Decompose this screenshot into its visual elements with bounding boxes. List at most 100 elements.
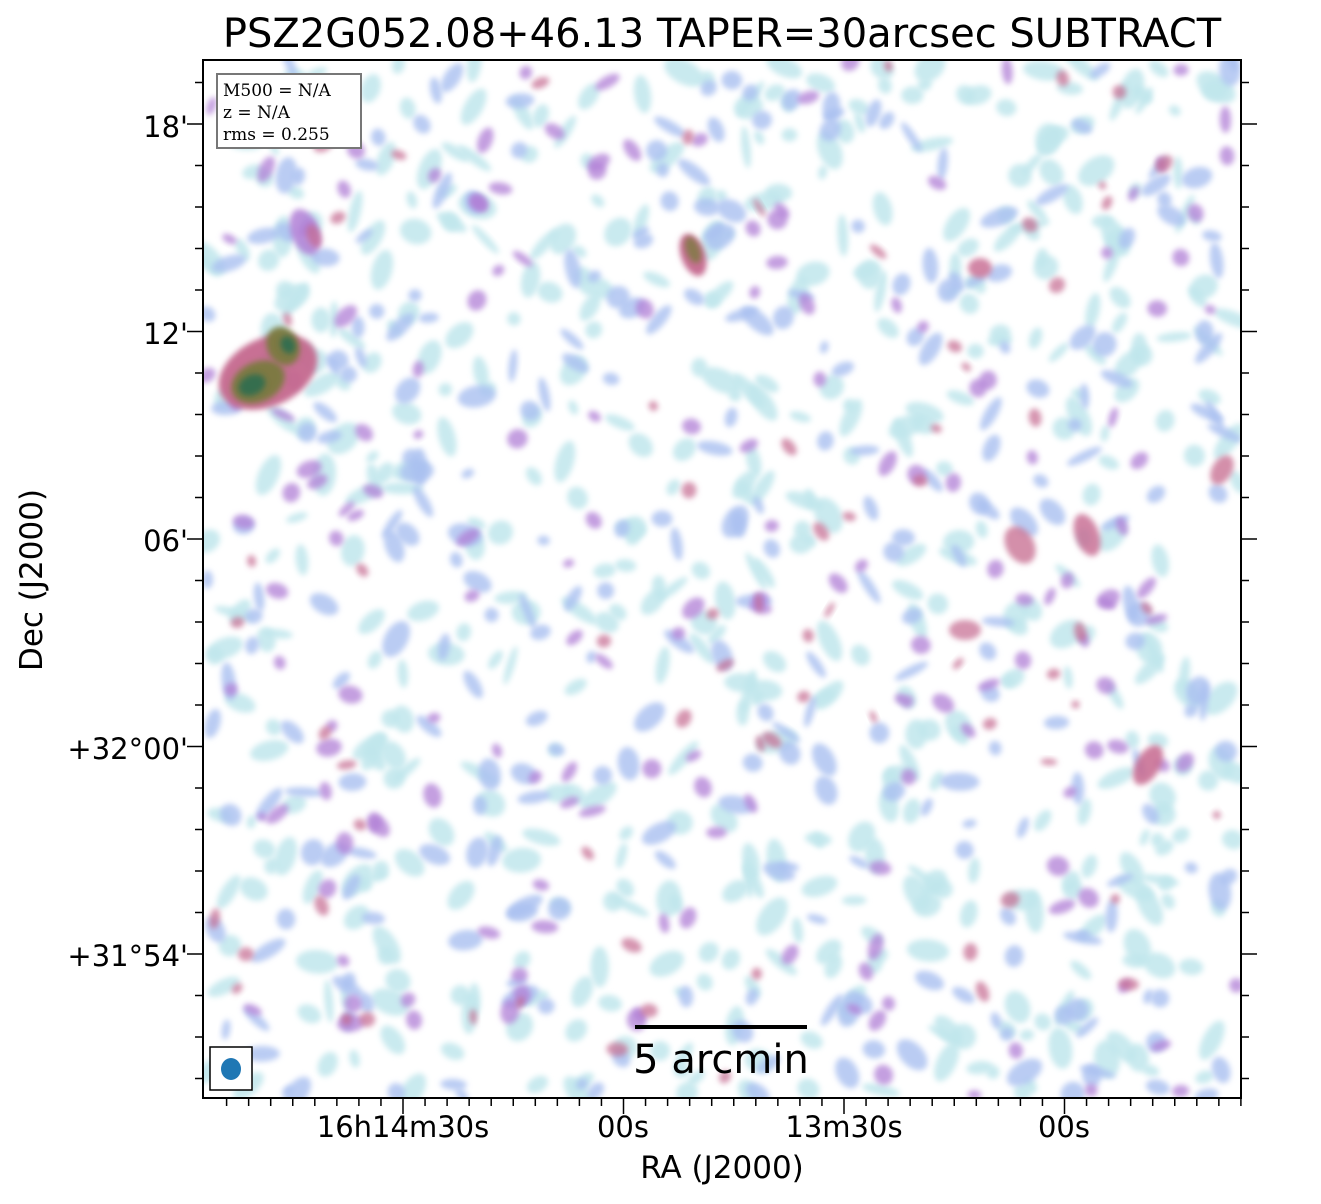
emission-blob — [203, 367, 216, 383]
emission-blob — [742, 753, 763, 772]
emission-blob — [283, 1076, 312, 1098]
emission-blob — [507, 312, 521, 326]
emission-blob — [813, 522, 830, 541]
emission-blob — [1141, 874, 1180, 886]
emission-blob — [595, 653, 613, 669]
emission-blob — [1207, 423, 1241, 443]
emission-blob — [467, 290, 487, 311]
emission-blob — [565, 1019, 588, 1042]
emission-blob — [385, 968, 411, 993]
emission-blob — [1073, 513, 1101, 557]
emission-blob — [996, 99, 1017, 117]
emission-blob — [862, 1040, 886, 1059]
emission-blob — [487, 520, 514, 545]
emission-blob — [417, 340, 442, 374]
emission-blob — [580, 781, 617, 810]
emission-blob — [457, 385, 497, 408]
emission-blob — [447, 880, 475, 910]
emission-blob — [338, 773, 367, 792]
emission-blob — [1092, 332, 1117, 357]
emission-blob — [1144, 633, 1164, 673]
emission-blob — [245, 636, 260, 655]
emission-blob — [1205, 400, 1224, 431]
emission-blob — [343, 905, 370, 930]
emission-blob — [606, 1042, 629, 1057]
emission-blob — [1118, 227, 1136, 249]
emission-blob — [216, 875, 241, 909]
emission-blob — [297, 1004, 322, 1024]
emission-blob — [869, 860, 892, 876]
emission-blob — [1194, 1088, 1219, 1098]
emission-blob — [1077, 798, 1092, 826]
emission-blob — [781, 438, 797, 456]
emission-blob — [698, 942, 719, 963]
emission-blob — [632, 204, 650, 238]
emission-blob — [500, 999, 520, 1024]
emission-blob — [531, 920, 559, 934]
emission-blob — [427, 712, 441, 724]
emission-blob — [1014, 651, 1032, 670]
emission-blob — [526, 1075, 549, 1094]
emission-blob — [203, 570, 213, 589]
emission-blob — [511, 967, 528, 983]
emission-blob — [616, 878, 635, 898]
emission-blob — [649, 950, 685, 977]
emission-blob — [824, 602, 835, 618]
emission-blob — [606, 285, 630, 309]
emission-blob — [816, 620, 843, 662]
emission-blob — [940, 772, 980, 791]
emission-blob — [593, 766, 613, 785]
emission-blob — [1118, 977, 1140, 991]
emission-blob — [1108, 407, 1119, 428]
emission-blob — [280, 720, 304, 744]
emission-blob — [946, 390, 975, 406]
emission-blob — [503, 646, 518, 685]
emission-blob — [849, 445, 880, 456]
emission-blob — [232, 514, 255, 530]
emission-blob — [382, 620, 411, 658]
emission-blob — [1112, 85, 1127, 99]
emission-blob — [1090, 62, 1111, 79]
emission-blob — [980, 206, 1019, 228]
emission-blob — [303, 371, 341, 397]
emission-blob — [327, 422, 360, 455]
emission-blob — [391, 705, 415, 733]
emission-blob — [1063, 786, 1077, 798]
emission-blob — [1155, 839, 1174, 856]
emission-blob — [714, 581, 736, 620]
emission-blob — [1199, 1020, 1225, 1060]
emission-blob — [685, 750, 702, 762]
emission-blob — [693, 198, 721, 216]
emission-blob — [1221, 829, 1241, 850]
emission-blob — [1004, 990, 1031, 1024]
emission-blob — [353, 819, 367, 831]
emission-blob — [362, 352, 382, 373]
emission-blob — [892, 580, 924, 600]
emission-blob — [346, 847, 377, 859]
emission-blob — [520, 261, 541, 298]
emission-blob — [744, 793, 758, 813]
emission-blob — [560, 328, 584, 350]
emission-blob — [238, 374, 266, 396]
emission-blob — [1122, 953, 1148, 968]
emission-blob — [246, 815, 257, 829]
emission-blob — [245, 608, 263, 624]
emission-blob — [849, 855, 869, 869]
emission-blob — [1100, 425, 1110, 442]
emission-blob — [841, 895, 867, 906]
emission-blob — [407, 600, 440, 622]
emission-blob — [529, 228, 559, 261]
emission-blob — [1119, 851, 1145, 886]
y-tick-label: 18' — [143, 110, 188, 144]
emission-blob — [440, 1042, 465, 1061]
emission-blob — [1033, 809, 1052, 832]
emission-blob — [1132, 745, 1164, 785]
emission-blob — [932, 693, 955, 713]
emission-blob — [516, 996, 525, 1009]
emission-blob — [867, 933, 884, 961]
emission-blob — [243, 1003, 262, 1016]
emission-blob — [257, 156, 275, 183]
emission-blob — [763, 539, 781, 558]
emission-blob — [706, 281, 734, 307]
emission-blob — [949, 620, 981, 640]
